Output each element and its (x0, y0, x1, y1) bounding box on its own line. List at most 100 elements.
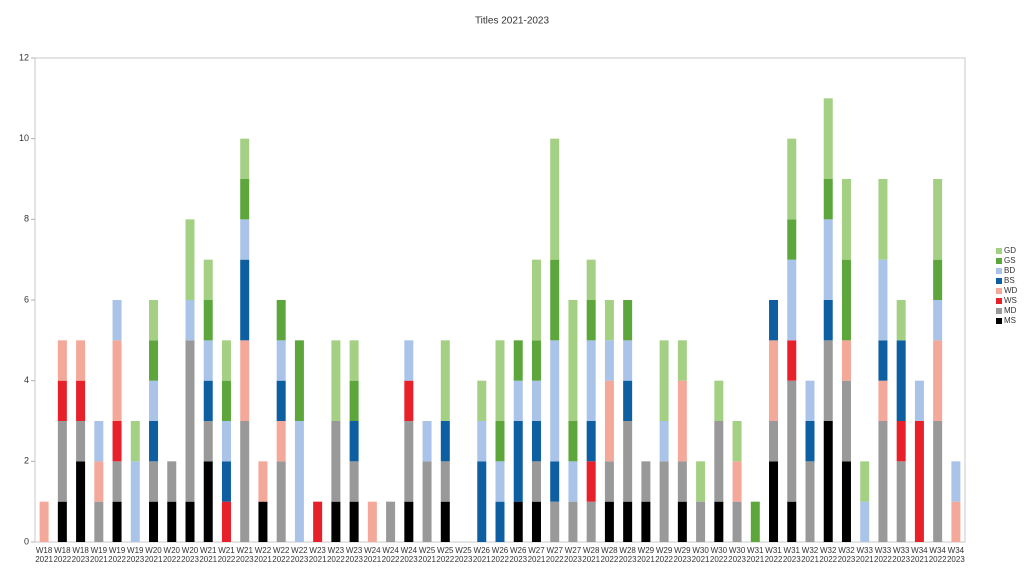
bar-segment (440, 340, 450, 421)
bar-segment (623, 340, 633, 381)
bar-segment (240, 421, 250, 542)
bar-segment (805, 421, 815, 462)
bar-segment (732, 421, 742, 462)
bar-segment (94, 501, 104, 542)
bar-segment (841, 461, 851, 542)
bar-segment (568, 501, 578, 542)
bar-segment (240, 259, 250, 341)
bar-segment (878, 340, 888, 381)
bar-segment (130, 421, 140, 462)
bar-segment (349, 421, 359, 462)
bar-segment (57, 380, 67, 421)
bar-segment (477, 461, 487, 542)
bar-segment (896, 461, 906, 542)
x-tick-label: W28 2023 (618, 546, 637, 564)
bar-segment (513, 421, 523, 502)
bar-segment (550, 501, 560, 542)
bar-segment (57, 340, 67, 381)
bar-segment (623, 380, 633, 421)
x-tick-label: W30 2021 (691, 546, 710, 564)
bar-segment (623, 421, 633, 502)
bar-segment (896, 421, 906, 462)
x-tick-label: W20 2023 (181, 546, 199, 564)
bar-segment (732, 461, 742, 502)
bar-segment (659, 421, 669, 462)
x-tick-label: W22 2022 (272, 546, 291, 564)
x-tick-label: W31 2023 (782, 546, 801, 564)
x-tick-label: W18 2021 (35, 546, 53, 564)
bar-segment (787, 219, 797, 260)
bar-segment (331, 501, 341, 542)
bar-segment (933, 340, 943, 421)
bar-segment (39, 501, 49, 542)
bar-segment (112, 421, 122, 462)
bar-segment (823, 98, 833, 179)
bar-segment (185, 501, 195, 542)
bar-segment (568, 421, 578, 462)
bar-segment (550, 340, 560, 462)
x-tick-label: W23 2023 (345, 546, 363, 564)
y-tick-label: 2 (24, 456, 29, 466)
bar-segment (130, 461, 140, 542)
bar-segment (57, 501, 67, 542)
bar-segment (149, 380, 159, 421)
legend-label: BS (1004, 276, 1015, 285)
x-tick-label: W20 2021 (144, 546, 163, 564)
x-tick-label: W28 2022 (600, 546, 619, 564)
bar-segment (112, 300, 122, 341)
bar-segment (696, 461, 706, 502)
y-tick-label: 6 (24, 294, 29, 304)
bar-segment (769, 421, 779, 462)
bar-segment (604, 380, 614, 462)
x-tick-label: W25 2022 (436, 546, 455, 564)
bar-segment (568, 461, 578, 502)
x-tick-label: W23 2021 (308, 546, 327, 564)
x-tick-label: W23 2022 (326, 546, 345, 564)
bar-segment (495, 340, 505, 421)
bar-segment (240, 340, 250, 421)
x-tick-label: W29 2021 (636, 546, 655, 564)
x-tick-label: W32 2021 (801, 546, 819, 564)
legend-swatch (996, 258, 1002, 264)
bar-segment (805, 380, 815, 421)
bar-segment (221, 340, 231, 381)
bar-segment (714, 380, 724, 421)
bar-segment (531, 461, 541, 502)
bar-segment (313, 501, 323, 542)
bar-segment (550, 138, 560, 260)
bar-segment (878, 179, 888, 260)
bar-segment (677, 501, 687, 542)
x-tick-label: W26 2021 (472, 546, 491, 564)
x-tick-label: W34 2023 (946, 546, 965, 564)
bar-segment (586, 461, 596, 502)
x-tick-label: W31 2022 (764, 546, 783, 564)
bar-segment (805, 461, 815, 542)
bar-segment (294, 340, 304, 421)
bar-segment (167, 501, 177, 542)
bar-segment (696, 501, 706, 542)
x-tick-label: W24 2023 (399, 546, 418, 564)
bar-segment (76, 461, 86, 542)
x-tick-label: W33 2022 (874, 546, 892, 564)
y-tick-label: 8 (24, 214, 29, 224)
bar-segment (641, 461, 651, 502)
legend-label: WS (1004, 296, 1017, 305)
bar-segment (823, 219, 833, 300)
bar-segment (769, 300, 779, 341)
bar-segment (240, 138, 250, 179)
bar-segment (823, 300, 833, 341)
bar-segment (440, 501, 450, 542)
bar-segment (531, 421, 541, 462)
bar-segment (203, 259, 213, 300)
bar-segment (294, 421, 304, 542)
x-tick-label: W18 2022 (53, 546, 72, 564)
x-tick-label: W24 2022 (381, 546, 400, 564)
x-tick-label: W30 2022 (709, 546, 728, 564)
bar-segment (203, 421, 213, 462)
x-tick-label: W25 2023 (454, 546, 473, 564)
bar-segment (203, 340, 213, 381)
bar-segment (531, 501, 541, 542)
legend-swatch (996, 288, 1002, 294)
bar-segment (185, 300, 195, 341)
